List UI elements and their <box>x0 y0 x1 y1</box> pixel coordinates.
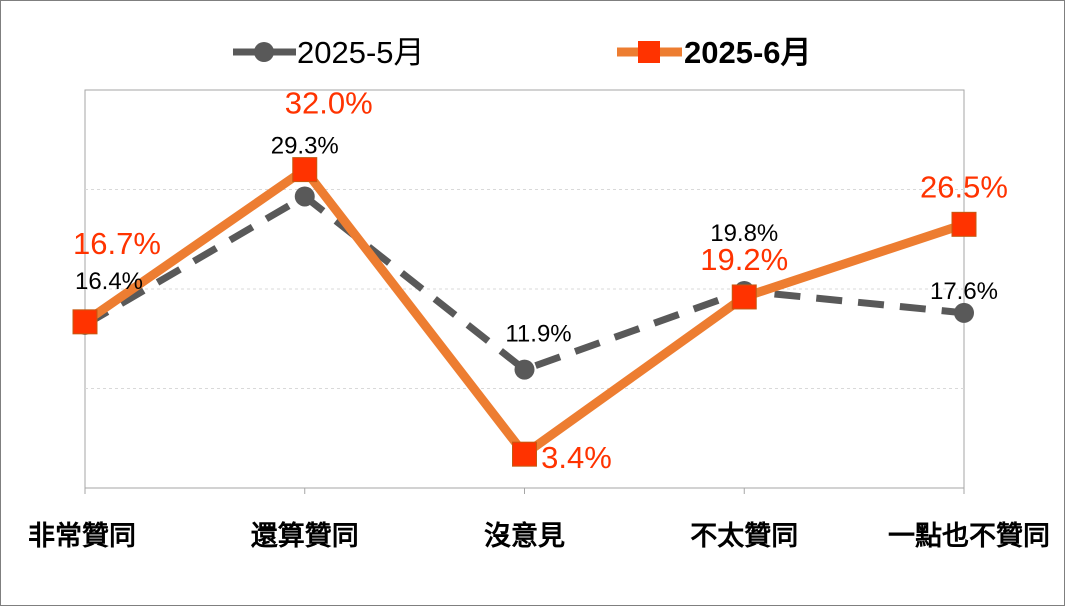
point-2025-6 <box>731 284 757 310</box>
data-label-2025-6: 3.4% <box>541 440 612 475</box>
data-label-2025-6: 32.0% <box>285 86 373 121</box>
legend-marker-2025-5 <box>254 42 274 62</box>
legend-item-2025-5: 2025-5月 <box>233 35 425 70</box>
x-tick-label: 一點也不贊同 <box>888 521 1050 551</box>
x-tick-label: 非常贊同 <box>28 521 136 551</box>
legend-marker-2025-6 <box>638 41 660 63</box>
data-label-2025-5: 19.8% <box>710 220 778 247</box>
x-tick-label: 不太贊同 <box>690 521 798 551</box>
x-tick-label: 還算贊同 <box>251 520 359 551</box>
point-2025-6 <box>512 441 537 467</box>
legend-item-2025-6: 2025-6月 <box>617 35 812 70</box>
point-2025-6 <box>951 211 977 237</box>
data-label-2025-5: 16.4% <box>75 268 143 295</box>
data-label-2025-6: 16.7% <box>73 226 161 261</box>
data-label-2025-5: 17.6% <box>930 278 998 305</box>
data-label-2025-5: 11.9% <box>505 321 571 348</box>
point-2025-6 <box>292 157 318 183</box>
point-2025-5 <box>514 359 535 380</box>
point-2025-5 <box>294 186 315 207</box>
data-label-2025-5: 29.3% <box>271 132 339 159</box>
series-layer <box>72 157 977 467</box>
series-line-2025-5 <box>83 192 965 374</box>
point-2025-6 <box>72 309 98 335</box>
x-axis: 非常贊同 還算贊同 沒意見 不太贊同 一點也不贊同 <box>28 487 1050 551</box>
data-labels: 16.4% 29.3% 11.9% 19.8% 17.6% 16.7% 32.0% 3.4% 1… <box>73 86 1008 476</box>
point-2025-5 <box>954 302 974 323</box>
legend-label-2025-6: 2025-6月 <box>684 35 812 70</box>
legend: 2025-5月 2025-6月 <box>233 35 812 70</box>
legend-label-2025-5: 2025-5月 <box>297 35 425 70</box>
gridlines <box>85 189 964 389</box>
data-label-2025-6: 26.5% <box>920 169 1008 204</box>
data-label-2025-6: 19.2% <box>700 242 788 277</box>
series-line-2025-6 <box>82 163 966 461</box>
x-tick-label: 沒意見 <box>484 520 565 551</box>
